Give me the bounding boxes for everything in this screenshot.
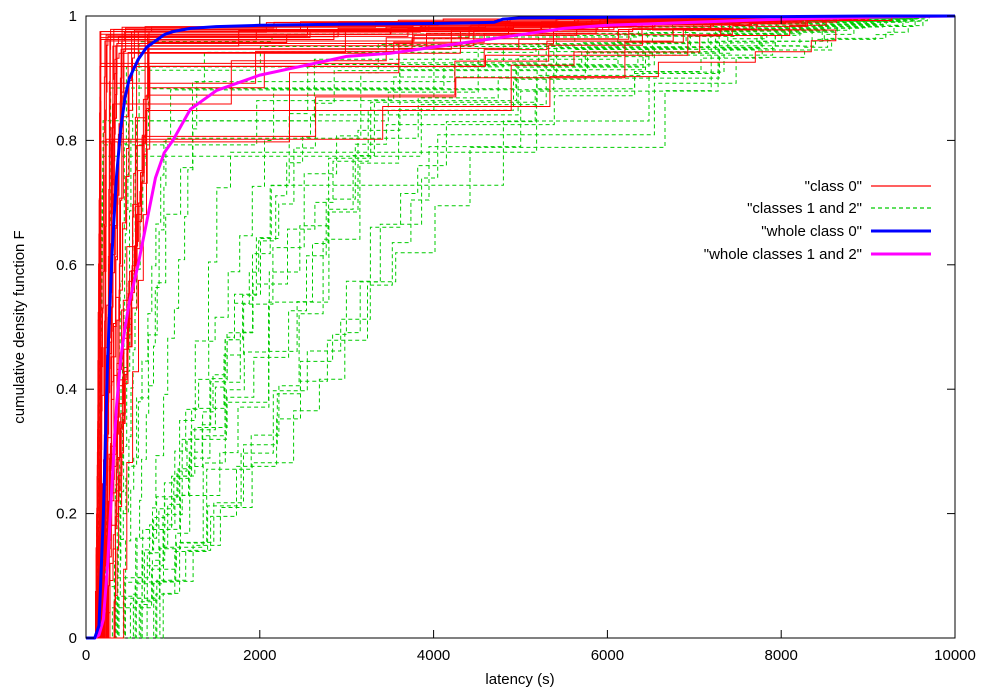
- classes-1-2-curve: [86, 15, 955, 639]
- class-0-curve: [86, 15, 955, 639]
- class-0-curve: [86, 15, 955, 639]
- x-axis-label: latency (s): [485, 671, 554, 688]
- class-0-curve: [86, 15, 955, 639]
- class-0-curve: [86, 15, 955, 639]
- classes-1-2-curve: [86, 15, 955, 639]
- classes-1-2-curve: [86, 15, 955, 639]
- classes-1-2-curve: [86, 15, 955, 639]
- class-0-curve: [86, 15, 955, 639]
- x-tick-label: 4000: [417, 647, 450, 664]
- class-0-curve: [86, 15, 955, 639]
- x-tick-label: 0: [82, 647, 90, 664]
- class-0-curve: [86, 15, 955, 639]
- class-0-curve: [86, 15, 955, 639]
- classes-1-2-curve: [86, 15, 955, 639]
- class-0-curve: [86, 15, 955, 639]
- classes-1-2-curve: [86, 15, 955, 639]
- x-tick-label: 10000: [934, 647, 976, 664]
- class-0-curve: [86, 15, 955, 639]
- classes-1-2-curve: [86, 15, 955, 639]
- class-0-curve: [86, 15, 955, 639]
- classes-1-2-curve: [86, 15, 955, 639]
- x-axis-ticks: 0 2000 4000 6000 8000 10000: [82, 16, 976, 664]
- y-tick-label: 1: [69, 8, 77, 25]
- classes-1-2-curve: [86, 15, 955, 639]
- classes-1-2-curve: [86, 15, 955, 639]
- class-0-curve: [86, 15, 955, 639]
- y-axis-label: cumulative density function F: [11, 230, 28, 423]
- classes-1-2-curve: [86, 15, 955, 639]
- class-0-curve: [86, 15, 955, 639]
- class-0-curve: [86, 15, 955, 639]
- class-0-curve: [86, 15, 955, 639]
- classes-1-2-curve: [86, 15, 955, 639]
- y-axis-ticks: 0 0.2 0.4 0.6 0.8 1: [56, 8, 955, 647]
- class-0-curve: [86, 15, 955, 639]
- class-0-curve: [86, 15, 955, 639]
- class-0-curve: [86, 15, 955, 639]
- classes-1-2-curve: [86, 15, 955, 639]
- class-0-curve: [86, 15, 955, 639]
- classes-1-2-curve: [86, 15, 955, 639]
- class-0-curve: [86, 15, 955, 639]
- x-tick-label: 8000: [765, 647, 798, 664]
- class-0-curve: [86, 15, 955, 639]
- class-0-curve: [86, 15, 955, 639]
- class-0-curve: [86, 15, 955, 639]
- class-0-curve: [86, 15, 955, 639]
- classes-1-2-curve: [86, 15, 955, 639]
- class-0-curve: [86, 15, 955, 639]
- classes-1-2-curve: [86, 15, 955, 639]
- class-0-curve: [86, 15, 955, 639]
- classes-1-2-curve: [86, 15, 955, 639]
- whole-classes-1-2-curve: [86, 14, 956, 640]
- class-0-curve: [86, 15, 955, 639]
- x-tick-label: 6000: [591, 647, 624, 664]
- classes-1-2-curve: [86, 15, 955, 639]
- classes-1-2-curve: [86, 15, 955, 639]
- y-tick-label: 0.6: [56, 257, 77, 274]
- y-tick-label: 0.2: [56, 506, 77, 523]
- class-0-curve: [86, 15, 955, 639]
- class-0-curve: [86, 15, 955, 639]
- classes-1-2-curve: [86, 15, 955, 639]
- classes-1-2-curve: [86, 15, 955, 639]
- classes-1-2-curve: [86, 15, 955, 639]
- plot-frame: [85, 15, 956, 639]
- classes-1-2-curve: [86, 15, 955, 639]
- class-0-curve: [86, 15, 955, 639]
- class-0-curve: [86, 15, 955, 639]
- class-0-curve: [86, 15, 955, 639]
- classes-1-2-curve: [86, 15, 955, 639]
- classes-1-2-curve: [86, 15, 955, 639]
- y-tick-label: 0: [69, 630, 77, 647]
- y-tick-label: 0.4: [56, 381, 77, 398]
- classes-1-2-curve: [86, 15, 955, 639]
- class-0-curve: [86, 15, 955, 639]
- sample-curves: [86, 15, 955, 639]
- classes-1-2-curve: [86, 15, 955, 639]
- legend-label-whole-classes-1-and-2: "whole classes 1 and 2": [704, 246, 862, 263]
- legend-label-classes-1-and-2: "classes 1 and 2": [747, 200, 862, 217]
- legend-label-whole-class-0: "whole class 0": [761, 223, 862, 240]
- class-0-curve: [86, 15, 955, 639]
- aggregate-curves: [86, 14, 956, 640]
- x-tick-label: 2000: [243, 647, 276, 664]
- classes-1-2-curve: [86, 15, 955, 639]
- class-0-curve: [86, 15, 955, 639]
- classes-1-2-curve: [86, 15, 955, 639]
- legend: "class 0" "classes 1 and 2" "whole class…: [704, 178, 931, 263]
- y-tick-label: 0.8: [56, 132, 77, 149]
- class-0-curve: [86, 15, 955, 639]
- whole-class-0-curve: [86, 14, 955, 640]
- classes-1-2-curve: [86, 15, 955, 639]
- class-0-curve: [86, 15, 955, 639]
- class-0-curve: [86, 15, 955, 639]
- class-0-curve: [86, 15, 955, 639]
- class-0-curve: [86, 15, 955, 639]
- legend-label-class-0: "class 0": [805, 178, 862, 195]
